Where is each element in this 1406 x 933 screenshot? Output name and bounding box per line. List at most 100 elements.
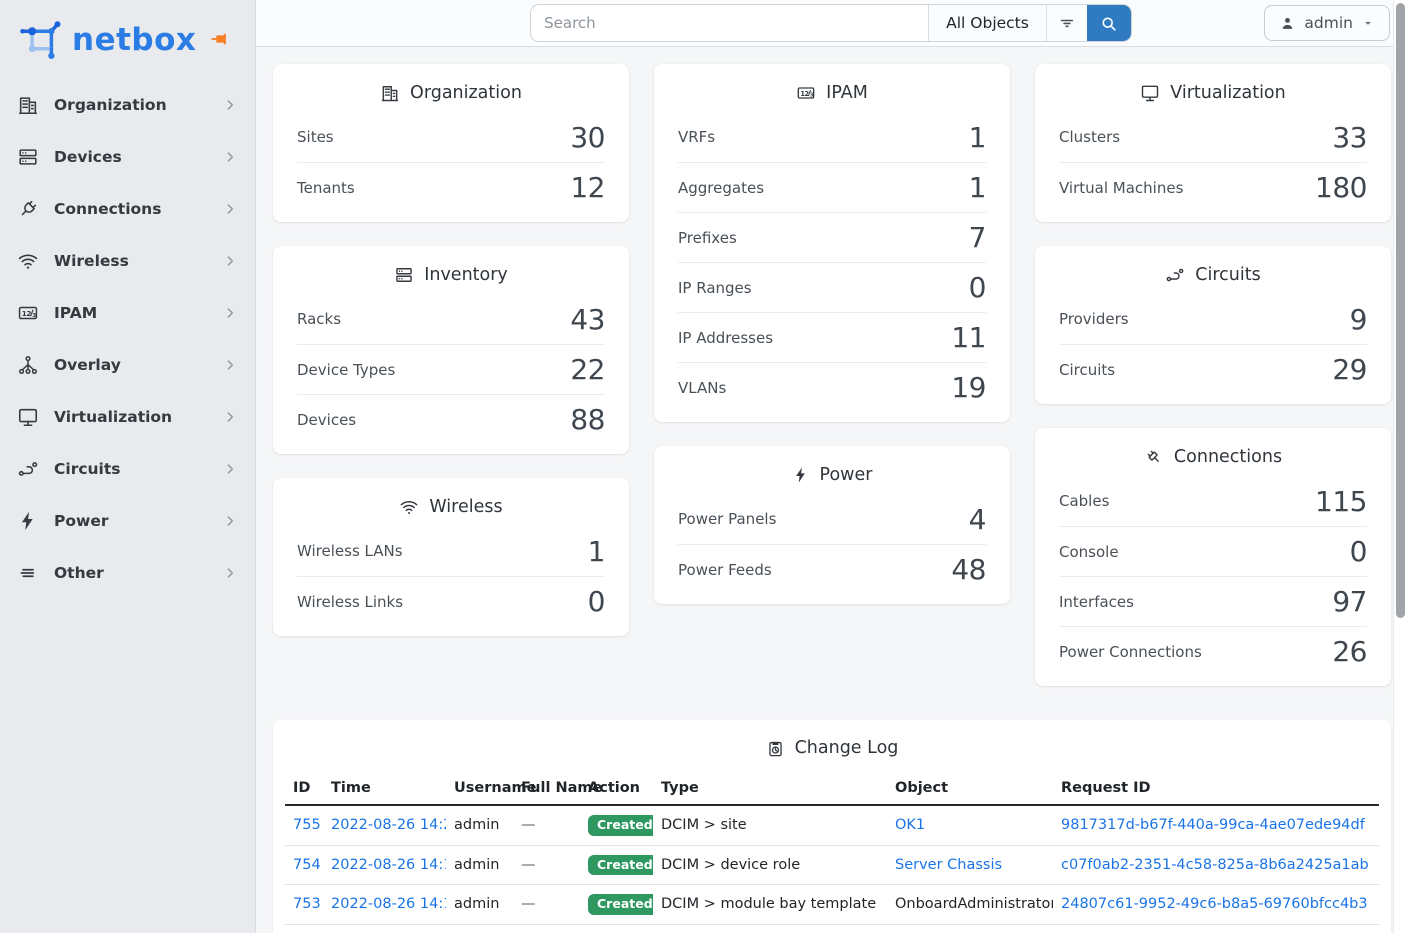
stat-value[interactable]: 33 (1332, 120, 1367, 154)
changelog-id-link[interactable]: 754 (293, 856, 321, 873)
col-header-username[interactable]: Username (446, 772, 536, 806)
stat-row-vrfs[interactable]: VRFs 1 (678, 112, 987, 162)
stat-value[interactable]: 1 (968, 120, 987, 154)
stat-value[interactable]: 11 (951, 321, 986, 354)
changelog-table: ID Time Username Full Name Action Type O… (285, 772, 1379, 925)
netbox-logo[interactable]: netbox (18, 19, 196, 61)
filter-button[interactable] (1045, 5, 1087, 41)
stat-label: Interfaces (1059, 592, 1134, 611)
stat-label: Device Types (297, 360, 396, 379)
stat-row-wireless-lans[interactable]: Wireless LANs 1 (297, 526, 606, 576)
sidebar-item-label: Power (54, 512, 109, 530)
col-header-object[interactable]: Object (887, 772, 1053, 806)
sidebar-item-overlay[interactable]: Overlay (0, 339, 255, 391)
stat-row-console[interactable]: Console 0 (1059, 526, 1368, 576)
stat-row-clusters[interactable]: Clusters 33 (1059, 112, 1367, 162)
stat-row-wireless-links[interactable]: Wireless Links 0 (297, 576, 606, 626)
stat-value[interactable]: 43 (570, 302, 605, 336)
stat-value[interactable]: 7 (968, 221, 987, 254)
stat-value[interactable]: 48 (951, 553, 986, 586)
stat-value[interactable]: 26 (1332, 635, 1367, 668)
col-header-time[interactable]: Time (323, 772, 446, 806)
stat-row-aggregates[interactable]: Aggregates 1 (678, 162, 987, 212)
request-id-link[interactable]: c07f0ab2-2351-4c58-825a-8b6a2425a1ab (1061, 856, 1369, 873)
stat-row-racks[interactable]: Racks 43 (297, 294, 605, 344)
stat-row-interfaces[interactable]: Interfaces 97 (1059, 576, 1367, 626)
col-header-id[interactable]: ID (285, 772, 323, 806)
sidebar-item-other[interactable]: Other (0, 547, 255, 599)
search-input[interactable] (531, 5, 929, 41)
stat-row-virtual-machines[interactable]: Virtual Machines 180 (1059, 162, 1367, 212)
object-link[interactable]: Server Chassis (895, 856, 1003, 873)
counter-icon (796, 83, 816, 103)
stat-value[interactable]: 0 (968, 271, 987, 304)
stat-row-power-connections[interactable]: Power Connections 26 (1059, 626, 1367, 676)
stat-row-circuits[interactable]: Circuits 29 (1059, 344, 1367, 394)
stat-label: Cables (1059, 492, 1110, 510)
card-title: Organization (297, 78, 605, 112)
stat-value[interactable]: 0 (1349, 535, 1368, 568)
cell-type: DCIM > module bay template (653, 884, 887, 925)
stat-row-vlans[interactable]: VLANs 19 (678, 362, 986, 412)
stat-value[interactable]: 1 (587, 534, 606, 568)
chevron-right-icon (222, 149, 238, 165)
col-header-request-id[interactable]: Request ID (1053, 772, 1379, 806)
card-title: Connections (1059, 442, 1367, 476)
stat-row-cables[interactable]: Cables 115 (1059, 476, 1367, 526)
sidebar-item-organization[interactable]: Organization (0, 79, 255, 131)
search-scope-dropdown[interactable]: All Objects (928, 5, 1046, 41)
stat-value[interactable]: 180 (1315, 171, 1367, 204)
changelog-time-link[interactable]: 2022-08-26 14:22 (331, 817, 446, 834)
stat-row-devices[interactable]: Devices 88 (297, 394, 605, 444)
request-id-link[interactable]: 9817317d-b67f-440a-99ca-4ae07ede94df (1061, 817, 1365, 834)
stat-value[interactable]: 0 (587, 585, 606, 618)
stat-row-prefixes[interactable]: Prefixes 7 (678, 212, 987, 262)
stat-value[interactable]: 97 (1332, 585, 1367, 618)
col-header-full-name[interactable]: Full Name (513, 772, 602, 806)
stat-value[interactable]: 22 (570, 353, 605, 386)
stat-value[interactable]: 29 (1332, 353, 1367, 386)
changelog-time-link[interactable]: 2022-08-26 14:15 (331, 896, 446, 913)
changelog-time-link[interactable]: 2022-08-26 14:17 (331, 856, 446, 873)
sidebar-item-circuits[interactable]: Circuits (0, 443, 255, 495)
search-button[interactable] (1086, 5, 1131, 41)
grid-column-3: Virtualization Clusters 33 Virtual Machi… (1035, 64, 1391, 686)
pin-sidebar-icon[interactable] (209, 28, 231, 50)
stat-row-ip-ranges[interactable]: IP Ranges 0 (678, 262, 987, 312)
stat-value[interactable]: 88 (570, 403, 605, 436)
stat-row-providers[interactable]: Providers 9 (1059, 294, 1368, 344)
changelog-id-link[interactable]: 753 (293, 896, 321, 913)
brand-wordmark: netbox (72, 21, 197, 58)
stat-value[interactable]: 1 (968, 171, 987, 204)
stat-value[interactable]: 9 (1349, 302, 1368, 336)
stat-value[interactable]: 19 (951, 371, 986, 404)
card-title: Wireless (297, 492, 605, 526)
stat-value[interactable]: 12 (570, 171, 605, 204)
card-title: Inventory (297, 260, 605, 294)
sidebar-item-power[interactable]: Power (0, 495, 255, 547)
cell-action: Created (580, 845, 653, 885)
stat-value[interactable]: 115 (1315, 484, 1367, 518)
stat-row-device-types[interactable]: Device Types 22 (297, 344, 605, 394)
chevron-right-icon (222, 253, 238, 269)
sidebar-item-devices[interactable]: Devices (0, 131, 255, 183)
scrollbar-thumb[interactable] (1396, 3, 1405, 618)
sidebar-item-ipam[interactable]: IPAM (0, 287, 255, 339)
col-header-action[interactable]: Action (580, 772, 653, 806)
stat-row-tenants[interactable]: Tenants 12 (297, 162, 605, 212)
stat-row-sites[interactable]: Sites 30 (297, 112, 605, 162)
stat-value[interactable]: 4 (968, 502, 987, 536)
sidebar-item-connections[interactable]: Connections (0, 183, 255, 235)
stat-row-ip-addresses[interactable]: IP Addresses 11 (678, 312, 986, 362)
sidebar-item-wireless[interactable]: Wireless (0, 235, 255, 287)
object-link[interactable]: OK1 (895, 817, 926, 834)
user-menu-button[interactable]: admin (1264, 5, 1390, 41)
sidebar-item-label: Devices (54, 148, 122, 166)
stat-row-power-panels[interactable]: Power Panels 4 (678, 494, 987, 544)
stat-value[interactable]: 30 (570, 120, 605, 154)
changelog-id-link[interactable]: 755 (293, 817, 321, 834)
col-header-type[interactable]: Type (653, 772, 887, 806)
stat-row-power-feeds[interactable]: Power Feeds 48 (678, 544, 986, 594)
request-id-link[interactable]: 24807c61-9952-49c6-b8a5-69760bfcc4b3 (1061, 896, 1368, 913)
sidebar-item-virtualization[interactable]: Virtualization (0, 391, 255, 443)
